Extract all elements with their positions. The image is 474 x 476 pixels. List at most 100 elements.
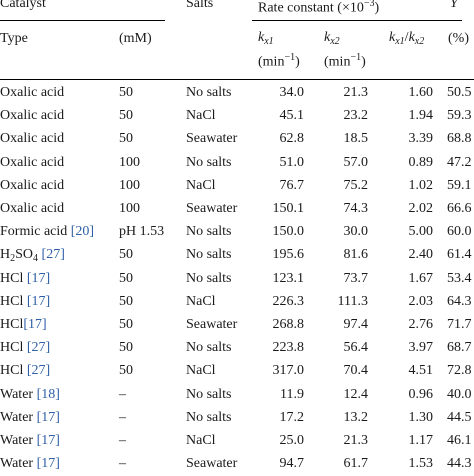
cell-y: 44.5 (447, 409, 472, 425)
cell-y: 47.2 (447, 154, 472, 170)
catalyst-name: Oxalic acid (0, 131, 65, 147)
cell-ratio: 1.67 (408, 270, 434, 286)
cell-salt: No salts (186, 85, 232, 100)
cell-y: 72.8 (447, 363, 472, 379)
cell-y: 61.4 (447, 247, 472, 263)
cell-kx1: 123.1 (272, 270, 305, 286)
cell-kx1: 25.0 (279, 433, 305, 448)
catalyst-name: Oxalic acid (0, 108, 65, 124)
cell-ratio: 1.94 (408, 108, 434, 124)
cell-catalyst: Oxalic acid (0, 85, 64, 101)
cell-kx2: 23.2 (343, 108, 369, 124)
cell-catalyst: HCl [27] (0, 363, 50, 379)
header-salts: Salts (186, 0, 214, 11)
reference-link[interactable]: [17] (26, 293, 51, 309)
cell-y: 59.3 (447, 108, 472, 124)
header-pct: (%) (448, 31, 469, 46)
cell-kx2: 75.2 (343, 177, 369, 193)
header-rule-catalyst (0, 20, 165, 21)
table-row: Oxalic acid 50 Seawater 62.8 18.5 3.39 68.8 (0, 128, 474, 151)
table-header: Catalyst Salts Rate constant (×10−3) Y T… (0, 0, 474, 82)
cell-ratio: 2.03 (408, 293, 434, 309)
cell-y: 60.0 (447, 224, 472, 240)
reference-link[interactable]: [17] (26, 270, 51, 286)
cell-catalyst: Oxalic acid (0, 108, 64, 124)
reference-link[interactable]: [27] (26, 340, 51, 356)
cell-kx2: 97.4 (343, 317, 369, 332)
catalyst-name: HCl (0, 363, 27, 379)
cell-kx1: 76.7 (279, 177, 305, 193)
header-bottom-rule (0, 79, 474, 80)
cell-kx2: 70.4 (343, 363, 369, 379)
table-row: Oxalic acid 100 NaCl 76.7 75.2 1.02 59.1 (0, 175, 474, 198)
reference-link[interactable]: [18] (36, 386, 60, 402)
table-row: Water [18] – No salts 11.9 12.4 0.96 40.0 (0, 384, 474, 407)
reference-link[interactable]: [17] (36, 456, 60, 472)
catalyst-name: Water (0, 409, 37, 425)
catalyst-name: Oxalic acid (0, 201, 65, 216)
table-row: Oxalic acid 50 No salts 34.0 21.3 1.60 50.5 (0, 82, 474, 105)
cell-mm: 50 (119, 363, 133, 379)
cell-kx2: 21.3 (343, 85, 369, 100)
catalyst-name: Oxalic acid (0, 154, 65, 170)
catalyst-name: HCl (0, 293, 27, 309)
table-row: Oxalic acid 50 NaCl 45.1 23.2 1.94 59.3 (0, 105, 474, 128)
table-row: HCl [27] 50 No salts 223.8 56.4 3.97 68.7 (0, 337, 474, 360)
cell-catalyst: Water [18] (0, 387, 60, 403)
header-ratio: kx1/kx2 (389, 30, 425, 47)
cell-kx1: 51.0 (279, 154, 305, 170)
cell-kx1: 17.2 (279, 409, 305, 425)
cell-kx2: 81.6 (343, 247, 369, 263)
cell-salt: No salts (186, 386, 232, 402)
cell-kx2: 18.5 (343, 131, 369, 147)
cell-salt: Seawater (186, 201, 238, 216)
cell-y: 50.5 (447, 85, 472, 100)
reference-link[interactable]: [20] (70, 224, 95, 240)
catalyst-name: Water (0, 433, 37, 448)
cell-kx1: 45.1 (279, 108, 305, 124)
cell-y: 66.6 (447, 201, 472, 216)
cell-y: 68.7 (447, 340, 472, 356)
table-row: Water [17] – NaCl 25.0 21.3 1.17 46.1 (0, 430, 474, 453)
cell-ratio: 1.53 (408, 456, 434, 472)
cell-salt: No salts (186, 154, 232, 170)
header-kx1-unit: (min−1) (258, 52, 300, 70)
cell-catalyst: Formic acid [20] (0, 224, 94, 240)
cell-catalyst: Water [17] (0, 410, 60, 426)
catalyst-name: Water (0, 386, 37, 402)
reference-link[interactable]: [27] (41, 247, 65, 263)
header-y: Y (450, 0, 458, 11)
cell-mm: 50 (119, 293, 133, 309)
cell-salt: Seawater (186, 456, 238, 472)
header-kx2-unit: (min−1) (324, 52, 366, 70)
table-row: Oxalic acid 100 No salts 51.0 57.0 0.89 47.2 (0, 152, 474, 175)
reference-link[interactable]: [17] (36, 433, 60, 448)
cell-kx2: 61.7 (343, 456, 369, 472)
cell-kx1: 268.8 (272, 317, 305, 332)
cell-mm: 50 (119, 340, 133, 356)
cell-y: 44.3 (447, 456, 472, 472)
cell-mm: – (119, 409, 126, 425)
cell-salt: No salts (186, 409, 232, 425)
cell-salt: No salts (186, 340, 232, 356)
cell-mm: 50 (119, 108, 133, 124)
reference-link[interactable]: [27] (26, 363, 51, 379)
catalyst-name: Oxalic acid (0, 85, 65, 100)
cell-kx1: 150.0 (272, 224, 305, 240)
cell-ratio: 5.00 (408, 224, 434, 240)
table-row: H2SO4 [27] 50 No salts 195.6 81.6 2.40 61.4 (0, 244, 474, 267)
header-mm: (mM) (119, 31, 152, 46)
cell-kx1: 226.3 (272, 293, 305, 309)
reference-link[interactable]: [17] (36, 409, 60, 425)
cell-mm: 50 (119, 317, 133, 332)
cell-salt: NaCl (186, 363, 216, 379)
cell-kx1: 317.0 (272, 363, 305, 379)
cell-ratio: 2.40 (408, 247, 434, 263)
cell-catalyst: HCl [27] (0, 340, 50, 356)
catalyst-name: Formic acid (0, 224, 71, 240)
cell-salt: No salts (186, 224, 232, 240)
header-type: Type (0, 31, 28, 46)
cell-kx1: 223.8 (272, 340, 305, 356)
reference-link[interactable]: [17] (23, 317, 47, 332)
cell-y: 64.3 (447, 293, 472, 309)
